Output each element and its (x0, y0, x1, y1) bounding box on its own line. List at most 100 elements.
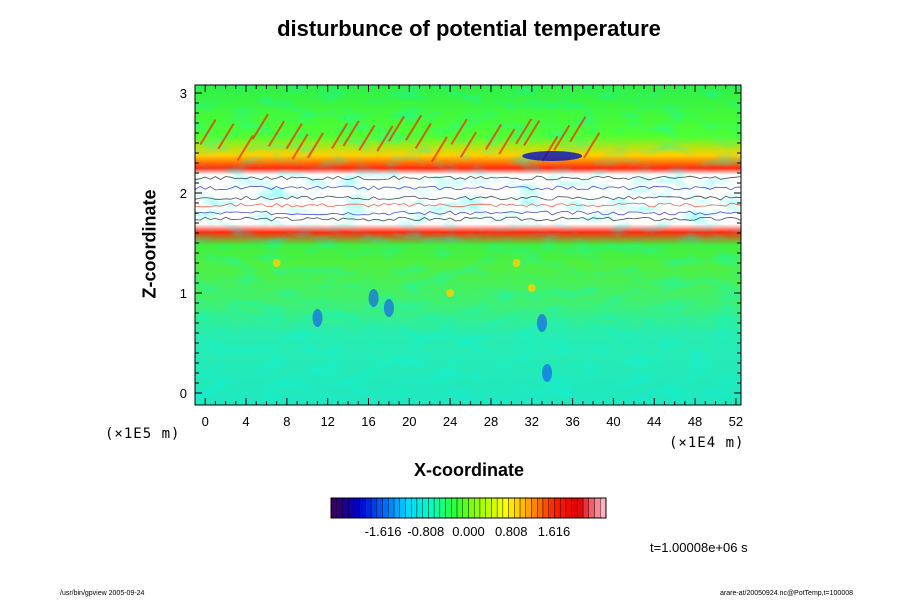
field-crest (485, 123, 503, 150)
colorbar-tick-label: -1.616 (365, 524, 402, 539)
field-texture (195, 85, 741, 405)
colorbar-cell (519, 497, 526, 519)
y-axis-unit: (×1E5 m) (105, 426, 181, 442)
colorbar-frame (330, 497, 607, 519)
heatmap-field (194, 85, 742, 405)
colorbar-cell (365, 497, 372, 519)
colorbar-cell (451, 497, 458, 519)
field-crest (251, 113, 269, 140)
y-axis: 0 1 2 3 (180, 86, 741, 401)
field-plume (536, 314, 547, 332)
time-annotation: t=1.00008e+06 s (650, 540, 748, 555)
colorbar-cell (565, 497, 572, 519)
field-plume (368, 289, 379, 307)
field-crest (430, 136, 448, 163)
x-tick-label: 16 (361, 414, 375, 429)
colorbar-cell (588, 497, 595, 519)
colorbar-cell (422, 497, 429, 519)
field-streaks (194, 113, 742, 382)
plot-frame (194, 84, 742, 406)
y-tick-label: 0 (180, 386, 187, 401)
field-crest (553, 124, 571, 151)
colorbar-cell (376, 497, 383, 519)
field-blip (512, 259, 521, 267)
colorbar-cell (416, 497, 423, 519)
colorbar-cell (554, 497, 561, 519)
colorbar-cell (600, 497, 607, 519)
colorbar-tick-label: 0.808 (495, 524, 528, 539)
field-crest (459, 131, 477, 158)
footer-source: arare-at/20050924.nc@PotTemp,t=100008 (720, 590, 854, 597)
colorbar-cell (462, 497, 469, 519)
field-crest (450, 118, 468, 145)
field-streak (194, 216, 742, 222)
colorbar-cell (330, 497, 337, 519)
x-tick-label: 52 (729, 414, 743, 429)
field-crest (583, 132, 601, 159)
colorbar-cell (531, 497, 538, 519)
field-crest (405, 114, 423, 141)
colorbar-cell (468, 497, 475, 519)
colorbar-cell (485, 497, 492, 519)
field-crest (523, 119, 541, 147)
field-plume (383, 299, 394, 317)
colorbar-cell (508, 497, 515, 519)
colorbar-cell (491, 497, 498, 519)
x-axis-unit: (×1E4 m) (669, 435, 745, 451)
colorbar-cell (577, 497, 584, 519)
x-tick-label: 40 (606, 414, 620, 429)
y-tick-label: 1 (180, 286, 187, 301)
colorbar-cell (502, 497, 509, 519)
x-tick-label: 48 (688, 414, 702, 429)
x-axis-label: X-coordinate (413, 460, 524, 480)
colorbar-tick-label: -0.808 (407, 524, 444, 539)
colorbar-cell (405, 497, 412, 519)
colorbar-cell (559, 497, 567, 519)
colorbar-cell (336, 497, 343, 519)
colorbar-cell (428, 497, 435, 519)
field-plume (542, 364, 553, 382)
x-axis: 0 4 8 12 16 20 24 28 32 36 40 44 48 52 (202, 85, 743, 429)
colorbar-cell (496, 497, 504, 519)
x-tick-label: 28 (484, 414, 498, 429)
colorbar-cell (411, 497, 418, 519)
colorbar-cell (353, 497, 360, 519)
colorbar-cell (474, 497, 481, 519)
x-tick-label: 36 (565, 414, 579, 429)
field-streak (194, 195, 742, 201)
field-crest (569, 116, 587, 143)
field-crest (267, 120, 285, 147)
colorbar-cell (382, 497, 389, 519)
field-blip (272, 259, 281, 267)
colorbar-cell (571, 497, 578, 519)
field-blip (527, 284, 536, 292)
x-tick-label: 24 (443, 414, 457, 429)
field-crest (358, 124, 376, 151)
field-crest (515, 118, 533, 145)
field-crest (342, 120, 360, 147)
y-tick-label: 3 (180, 86, 187, 101)
field-streak (194, 202, 742, 208)
field-crest (331, 122, 349, 149)
colorbar-cell (347, 497, 355, 519)
x-tick-label: 0 (202, 414, 209, 429)
field-blip (446, 289, 455, 297)
field-streak (194, 210, 742, 216)
field-crest (285, 123, 303, 150)
colorbar-cell (342, 497, 349, 519)
field-streak (194, 185, 741, 191)
x-tick-label: 12 (320, 414, 334, 429)
colorbar: -1.616 -0.808 0.000 0.808 1.616 (330, 497, 607, 539)
x-tick-label: 32 (525, 414, 539, 429)
y-tick-label: 2 (180, 186, 187, 201)
field-crest (498, 128, 516, 155)
colorbar-cell (542, 497, 549, 519)
colorbar-cell (479, 497, 486, 519)
chart-title: disturbunce of potential temperature (277, 16, 661, 41)
colorbar-cell (594, 497, 601, 519)
field-crest (291, 133, 309, 160)
field-crest (236, 134, 254, 161)
colorbar-cell (445, 497, 452, 519)
colorbar-cell (439, 497, 446, 519)
